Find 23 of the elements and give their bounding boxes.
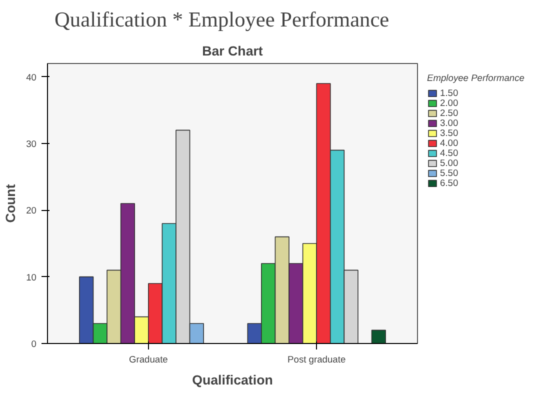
bar [371, 330, 386, 344]
legend-label: 1.50 [440, 88, 460, 98]
legend-label: 5.00 [440, 158, 460, 168]
legend-label: 5.50 [440, 168, 460, 178]
y-tick-label: 20 [26, 206, 37, 216]
legend-label: 6.50 [440, 178, 460, 188]
chart-title: Qualification * Employee Performance [54, 8, 390, 32]
legend-label: 3.50 [440, 128, 460, 138]
y-tick-label: 10 [26, 272, 37, 282]
legend-label: 3.00 [440, 118, 460, 128]
y-axis-title: Count [3, 184, 18, 223]
legend-label: 2.50 [440, 108, 460, 118]
x-tick-label: Post graduate [288, 354, 346, 364]
chart-subtitle: Bar Chart [202, 44, 264, 58]
y-tick-label: 30 [26, 139, 37, 149]
x-tick-label: Graduate [128, 354, 168, 364]
legend-title: Employee Performance [427, 73, 524, 83]
y-tick-label: 40 [26, 72, 37, 82]
legend-label: 2.00 [440, 98, 460, 108]
y-tick-label: 0 [31, 339, 37, 349]
legend-label: 4.00 [440, 138, 460, 148]
x-axis-title: Qualification [192, 372, 273, 388]
legend-label: 4.50 [440, 148, 460, 158]
